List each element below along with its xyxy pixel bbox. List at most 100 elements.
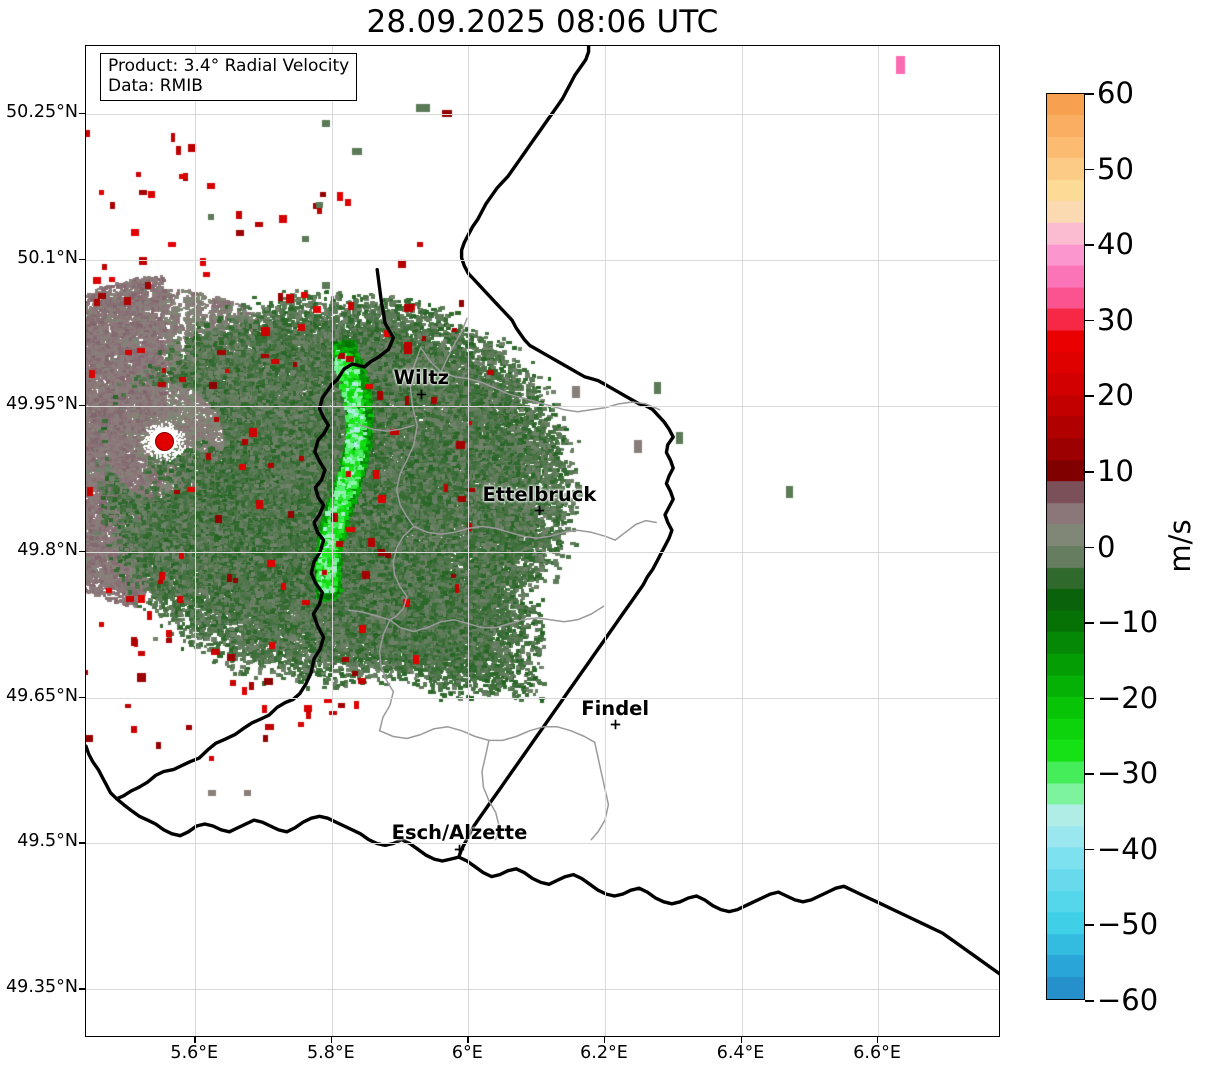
colorbar-gradient [1047,94,1084,999]
colorbar-unit-label: m/s [1163,519,1197,573]
y-axis-tick: 49.35°N [6,977,78,998]
admin-boundary-line [389,525,415,621]
colorbar-tickmark [1085,1000,1094,1002]
x-axis-tick: 6.4°E [716,1043,765,1063]
x-axis-tickmark [330,1037,333,1043]
gridline-horizontal [86,551,999,553]
y-axis-tickmark [79,696,85,698]
x-axis-tickmark [467,1037,469,1043]
x-axis-tick: 5.6°E [170,1043,219,1063]
x-axis-tickmark [194,1037,196,1043]
product-info-box: Product: 3.4° Radial Velocity Data: RMIB [100,53,358,102]
colorbar-tickmark [1085,924,1094,926]
colorbar-tick: −60 [1097,983,1159,1017]
y-axis-tickmark [79,988,85,990]
city-label: Esch/Alzette [391,821,528,845]
y-axis-tick: 50.1°N [17,247,78,268]
gridline-vertical [741,46,743,1036]
colorbar-tickmark [1085,168,1094,171]
gridline-horizontal [86,843,999,845]
colorbar-tickmark [1085,93,1094,95]
admin-boundary-line [378,619,395,732]
city-cross-icon [610,715,621,730]
plot-clip: Wiltz Ettelbruck Findel Esch/Alzette [86,46,999,1036]
colorbar-tick: 20 [1097,378,1134,413]
gridline-vertical [195,46,197,1036]
x-axis-tickmark [740,1037,742,1043]
y-axis-tick: 49.65°N [6,685,78,706]
colorbar-tickmark [1085,697,1094,700]
admin-boundary-line [419,346,606,413]
city-cross-icon [416,385,427,399]
colorbar-tick: 30 [1097,302,1134,337]
colorbar-tick: 60 [1097,76,1134,110]
colorbar-tick: 10 [1097,453,1134,488]
national-border-luxembourg-east [457,46,675,859]
gridline-horizontal [86,697,999,699]
national-border-luxembourg-west [86,268,395,801]
gridline-horizontal [86,259,999,261]
x-axis-tick: 6.6°E [853,1043,901,1063]
colorbar-tickmark [1085,622,1094,624]
colorbar-tick: −50 [1097,907,1159,942]
page-title: 28.09.2025 08:06 UTC [366,4,719,40]
y-axis-tickmark [79,404,85,407]
city-label: Ettelbruck [482,482,597,506]
y-axis-tick: 49.8°N [17,539,78,560]
map-borders-layer [86,46,999,976]
admin-boundary-line [481,739,500,841]
admin-boundary-line [389,605,605,633]
colorbar-tick: 50 [1097,151,1134,186]
colorbar-tick: −40 [1097,831,1159,866]
gridline-horizontal [86,405,999,407]
admin-boundary-line [440,317,468,373]
colorbar [1046,93,1085,1000]
gridline-horizontal [86,114,999,116]
gridline-vertical [604,46,606,1036]
radar-site-dot [154,432,174,452]
colorbar-tickmark [1085,773,1094,775]
city-label: Findel [581,696,650,720]
y-axis-tick: 50.25°N [6,102,78,123]
admin-boundary-line [378,726,596,744]
admin-boundary-line [359,424,415,432]
data-source-line: Data: RMIB [108,75,203,96]
city-cross-icon [454,840,465,855]
y-axis-tickmark [79,842,85,844]
colorbar-tickmark [1085,546,1094,549]
colorbar-tickmark [1085,848,1094,851]
gridline-horizontal [86,989,999,991]
y-axis-tick: 49.95°N [6,393,78,414]
admin-boundary-line [413,525,616,541]
gridline-vertical [468,46,470,1036]
admin-boundary-line [590,741,610,841]
colorbar-tick: −30 [1097,756,1159,791]
y-axis-tickmark [79,550,85,553]
national-border-luxembourg-south [115,797,999,976]
x-axis-tick: 5.8°E [306,1043,355,1063]
colorbar-tickmark [1085,319,1094,322]
city-label: Wiltz [393,366,450,390]
y-axis-tick: 49.5°N [17,831,78,852]
gridline-vertical [878,46,880,1036]
x-axis-tickmark [603,1037,606,1043]
colorbar-tick: 0 [1097,529,1116,564]
product-line: Product: 3.4° Radial Velocity [108,56,350,76]
admin-boundary-line [348,609,391,621]
colorbar-tick: −10 [1097,605,1159,640]
y-axis-tickmark [79,113,85,115]
admin-boundary-line [395,346,422,528]
city-cross-icon [534,501,545,516]
x-axis-tick: 6.2°E [580,1043,628,1063]
admin-boundary-line [614,519,657,541]
colorbar-tick: 40 [1097,227,1134,262]
radar-reflectivity-layer [86,46,999,1036]
colorbar-tickmark [1085,395,1094,397]
colorbar-tickmark [1085,470,1094,473]
colorbar-tick: −20 [1097,680,1159,715]
gridline-vertical [331,46,333,1036]
x-axis-tickmark [877,1037,879,1043]
colorbar-tickmark [1085,244,1094,246]
y-axis-tickmark [79,258,85,261]
radar-map-plot[interactable]: Wiltz Ettelbruck Findel Esch/Alzette Produc… [85,45,1000,1037]
